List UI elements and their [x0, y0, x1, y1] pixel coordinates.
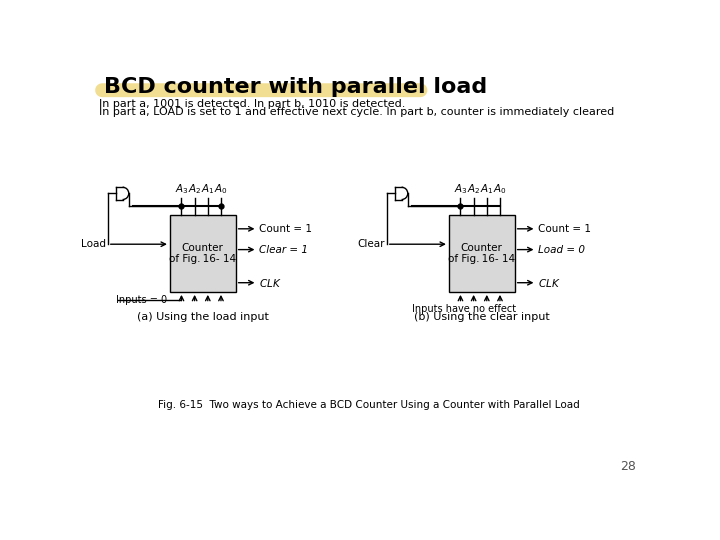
Text: Load: Load [81, 239, 106, 249]
Text: (b) Using the clear input: (b) Using the clear input [414, 312, 549, 322]
Text: of Fig. 16‑ 14: of Fig. 16‑ 14 [448, 254, 516, 264]
Text: Inputs have no effect: Inputs have no effect [413, 304, 516, 314]
Text: Fig. 6‑15  Two ways to Achieve a BCD Counter Using a Counter with Parallel Load: Fig. 6‑15 Two ways to Achieve a BCD Coun… [158, 400, 580, 410]
Text: In part a, 1001 is detected. In part b, 1010 is detected.: In part a, 1001 is detected. In part b, … [99, 99, 405, 109]
Text: Count = 1: Count = 1 [538, 224, 591, 234]
Text: (a) Using the load input: (a) Using the load input [137, 312, 269, 322]
Text: Counter: Counter [182, 243, 224, 253]
Text: $A_2$: $A_2$ [188, 183, 202, 197]
Text: $A_1$: $A_1$ [201, 183, 215, 197]
Text: $A_2$: $A_2$ [467, 183, 480, 197]
Text: Count = 1: Count = 1 [259, 224, 312, 234]
Text: Inputs = 0: Inputs = 0 [116, 295, 167, 305]
Text: $A_1$: $A_1$ [480, 183, 494, 197]
Text: $A_3$: $A_3$ [174, 183, 189, 197]
Text: $A_0$: $A_0$ [214, 183, 228, 197]
Text: In part a, LOAD is set to 1 and effective next cycle. In part b, counter is imme: In part a, LOAD is set to 1 and effectiv… [99, 107, 615, 117]
Text: of Fig. 16‑ 14: of Fig. 16‑ 14 [169, 254, 236, 264]
Text: Clear = 1: Clear = 1 [259, 245, 308, 254]
Text: $CLK$: $CLK$ [259, 276, 282, 289]
Text: $CLK$: $CLK$ [538, 276, 560, 289]
Text: $A_0$: $A_0$ [493, 183, 507, 197]
Text: Counter: Counter [461, 243, 503, 253]
FancyBboxPatch shape [449, 215, 515, 292]
Text: Clear: Clear [357, 239, 384, 249]
Text: 28: 28 [621, 460, 636, 473]
Text: Load = 0: Load = 0 [538, 245, 585, 254]
Text: BCD counter with parallel load: BCD counter with parallel load [104, 77, 487, 97]
Text: $A_3$: $A_3$ [454, 183, 467, 197]
FancyBboxPatch shape [170, 215, 235, 292]
